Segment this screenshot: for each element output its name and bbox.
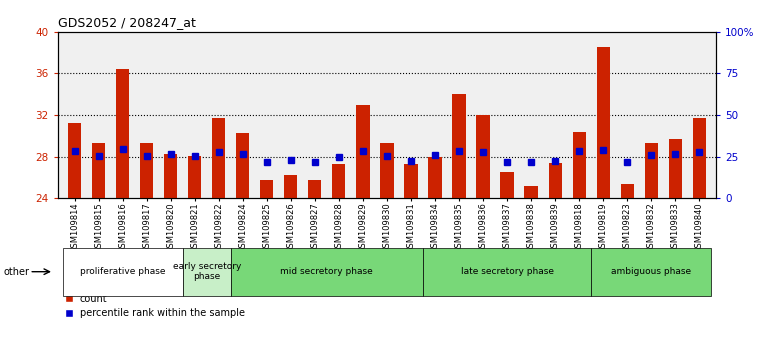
Legend: count, percentile rank within the sample: count, percentile rank within the sample bbox=[59, 290, 249, 322]
Bar bbox=[140, 143, 153, 198]
Bar bbox=[380, 143, 393, 198]
Bar bbox=[260, 179, 273, 198]
Bar bbox=[548, 163, 562, 198]
Bar bbox=[236, 133, 249, 198]
Bar bbox=[693, 118, 706, 198]
Bar bbox=[92, 143, 105, 198]
Text: early secretory
phase: early secretory phase bbox=[172, 262, 241, 281]
Bar bbox=[428, 156, 441, 198]
Bar bbox=[188, 156, 201, 198]
Bar bbox=[333, 164, 346, 198]
Bar bbox=[68, 124, 81, 198]
Text: other: other bbox=[4, 267, 30, 277]
Text: proliferative phase: proliferative phase bbox=[80, 267, 166, 276]
Bar bbox=[212, 118, 226, 198]
Bar bbox=[597, 47, 610, 198]
Bar bbox=[477, 115, 490, 198]
Bar bbox=[573, 132, 586, 198]
Text: ambiguous phase: ambiguous phase bbox=[611, 267, 691, 276]
Text: late secretory phase: late secretory phase bbox=[460, 267, 554, 276]
Bar bbox=[404, 164, 417, 198]
Bar bbox=[453, 94, 466, 198]
Text: mid secretory phase: mid secretory phase bbox=[280, 267, 373, 276]
Bar bbox=[644, 143, 658, 198]
Text: GDS2052 / 208247_at: GDS2052 / 208247_at bbox=[58, 16, 196, 29]
Bar bbox=[164, 154, 177, 198]
Bar bbox=[308, 179, 321, 198]
Bar bbox=[284, 175, 297, 198]
Bar bbox=[116, 69, 129, 198]
Bar bbox=[524, 186, 537, 198]
Bar bbox=[500, 172, 514, 198]
Bar bbox=[668, 139, 682, 198]
Bar bbox=[621, 184, 634, 198]
Bar bbox=[357, 105, 370, 198]
